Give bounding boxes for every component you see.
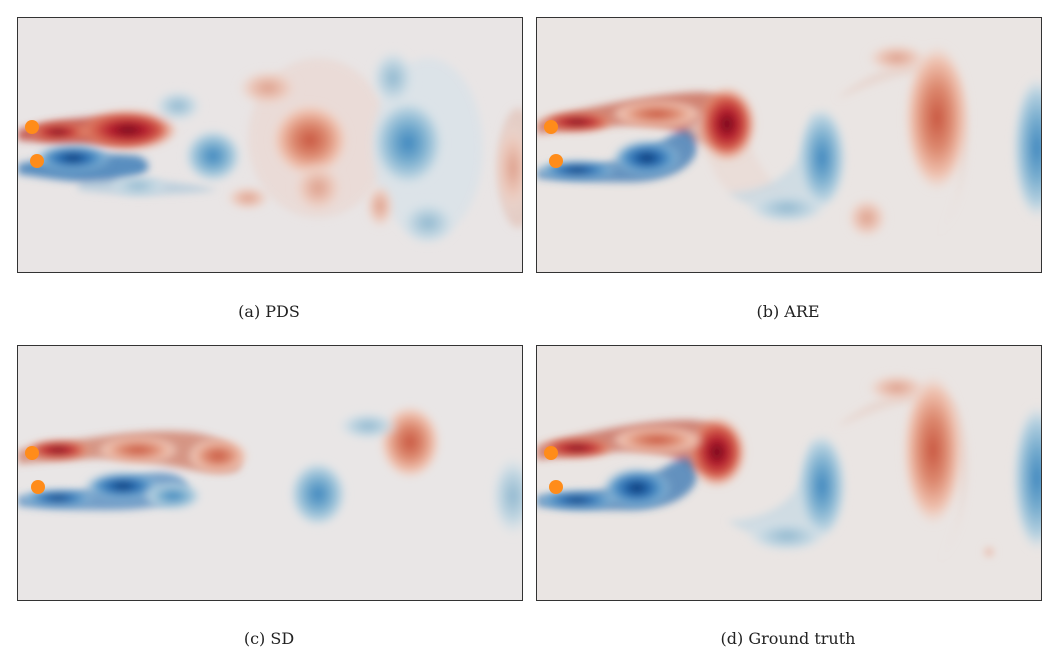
sensor-markers xyxy=(544,446,563,494)
panel-ground-truth-vorticity-field xyxy=(536,345,1042,601)
caption-are: (b) ARE xyxy=(756,302,820,321)
vorticity-contour-plot xyxy=(18,18,522,272)
vorticity-contour-plot xyxy=(537,18,1041,272)
vorticity-contour-plot xyxy=(537,346,1041,600)
panel-sd-vorticity-field xyxy=(17,345,523,601)
sensor-markers xyxy=(544,120,563,168)
caption-pds: (a) PDS xyxy=(238,302,300,321)
sensor-markers xyxy=(25,446,45,494)
panel-pds-vorticity-field xyxy=(17,17,523,273)
panel-are-vorticity-field xyxy=(536,17,1042,273)
caption-ground-truth: (d) Ground truth xyxy=(720,629,856,648)
sensor-markers xyxy=(25,120,44,168)
caption-sd: (c) SD xyxy=(243,629,295,648)
vorticity-contour-plot xyxy=(18,346,522,600)
